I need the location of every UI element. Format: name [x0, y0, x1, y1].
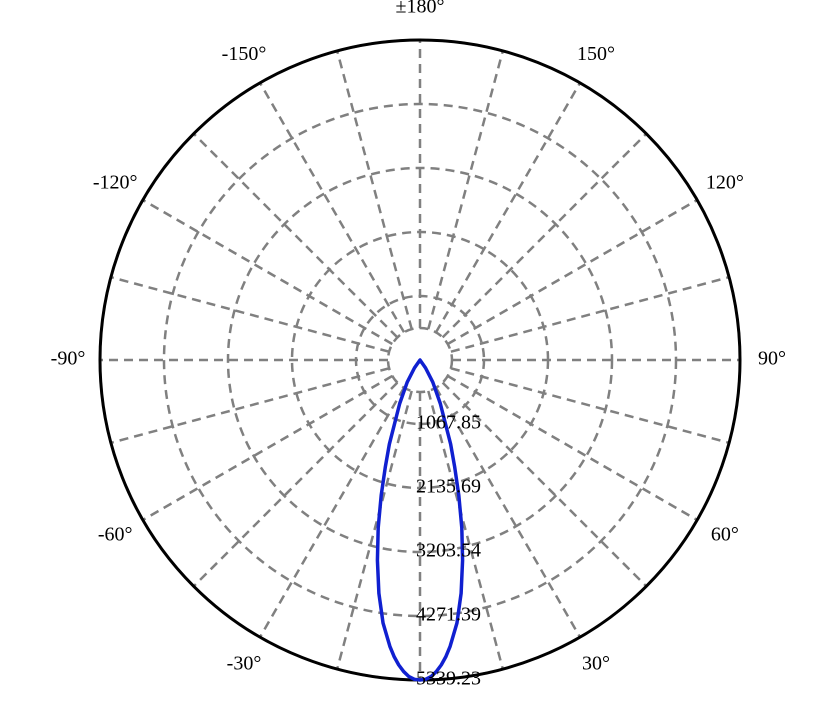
radial-tick-label: 5339.23 — [416, 668, 481, 690]
polar-chart: 1067.852135.693203.544271.395339.230°30°… — [0, 0, 818, 719]
angle-tick-label: -30° — [227, 652, 262, 674]
radial-tick-label: 1067.85 — [416, 412, 481, 434]
angle-tick-label: -90° — [51, 348, 86, 370]
angle-tick-label: -150° — [222, 43, 267, 65]
angle-tick-label: 60° — [711, 524, 739, 546]
angle-tick-label: 120° — [706, 172, 744, 194]
radial-tick-label: 4271.39 — [416, 604, 481, 626]
angle-tick-label: 90° — [758, 348, 786, 370]
angle-tick-label: 30° — [582, 652, 610, 674]
angle-tick-label: -120° — [93, 172, 138, 194]
angle-tick-label: ±180° — [396, 0, 445, 18]
angle-tick-label: 150° — [577, 43, 615, 65]
radial-tick-label: 2135.69 — [416, 476, 481, 498]
radial-tick-label: 3203.54 — [416, 540, 481, 562]
angle-tick-label: -60° — [98, 524, 133, 546]
